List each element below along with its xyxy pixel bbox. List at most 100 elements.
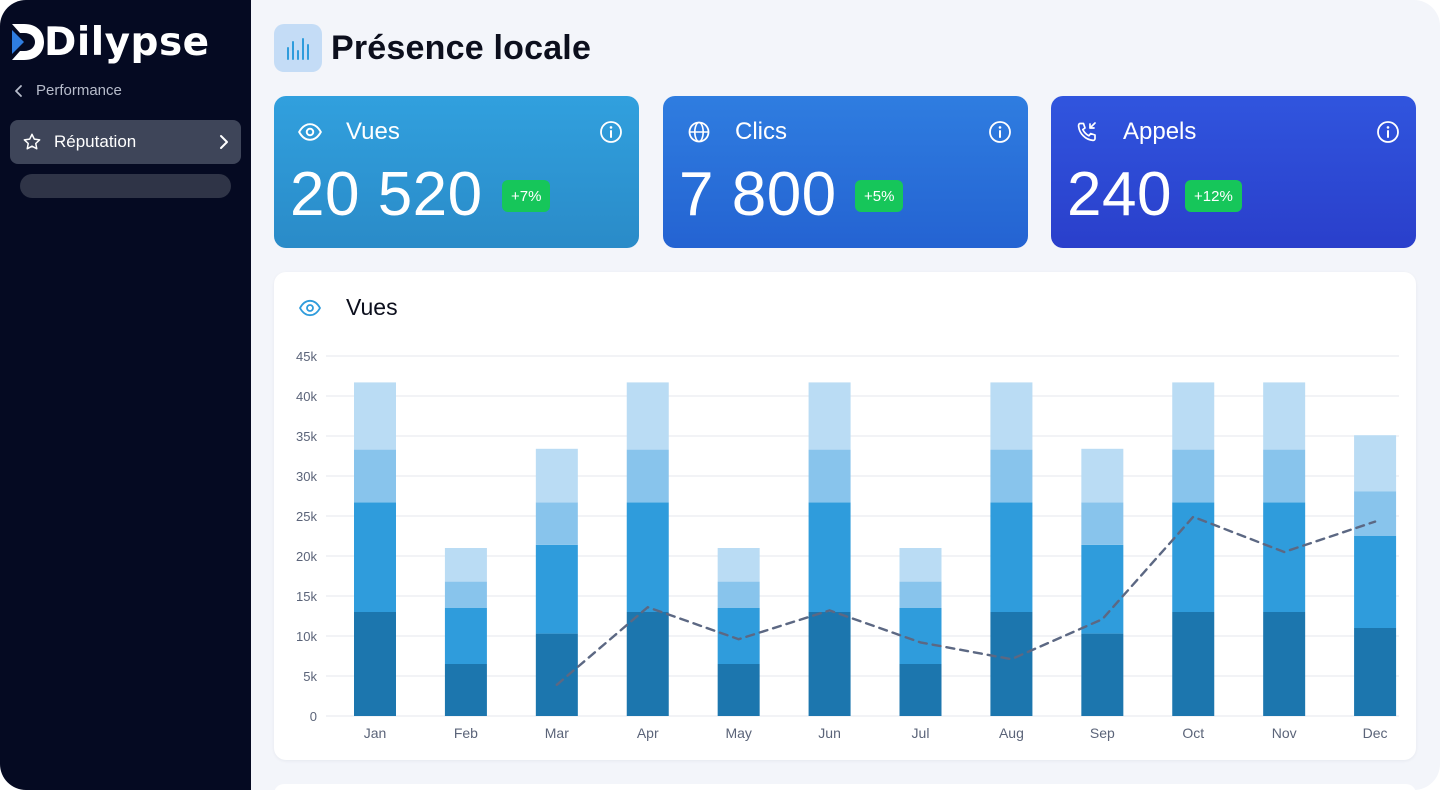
- trend-line: [555, 515, 1377, 686]
- back-link-performance[interactable]: Performance: [14, 82, 122, 99]
- bar-segment[interactable]: [717, 664, 760, 716]
- bar-segment[interactable]: [990, 502, 1033, 612]
- y-tick-label: 5k: [303, 669, 317, 684]
- page-title: Présence locale: [331, 28, 592, 67]
- bar-segment[interactable]: [808, 449, 851, 503]
- sidebar: Dilypse Performance Réputation: [0, 0, 251, 790]
- logo-text: Dilypse: [44, 19, 210, 65]
- x-tick-label: Feb: [454, 725, 478, 741]
- chevron-right-icon: [220, 135, 228, 149]
- bar-segment[interactable]: [354, 382, 396, 450]
- bar-segment[interactable]: [444, 664, 487, 716]
- bar-segment[interactable]: [717, 608, 760, 664]
- bar-segment[interactable]: [717, 548, 760, 582]
- info-icon[interactable]: [599, 120, 623, 144]
- bar-segment[interactable]: [626, 449, 669, 503]
- bar-segment[interactable]: [1172, 382, 1215, 450]
- bar-segment[interactable]: [808, 502, 851, 612]
- eye-icon: [298, 299, 322, 316]
- bar-segment[interactable]: [1081, 502, 1124, 545]
- x-tick-label: Jun: [818, 725, 841, 741]
- x-tick-label: Apr: [637, 725, 659, 741]
- stacked-bar-chart: 0 5k 10k 15k 20k 25k 30k 35k 40k 45k Jan Feb Mar Apr M…: [296, 349, 1399, 741]
- x-tick-label: Aug: [999, 725, 1024, 741]
- bar-segment[interactable]: [990, 382, 1033, 450]
- bar-segment[interactable]: [626, 502, 669, 612]
- change-badge: +12%: [1185, 180, 1242, 212]
- bar-segment[interactable]: [535, 544, 578, 634]
- eye-icon: [296, 118, 324, 146]
- bar-segment[interactable]: [717, 581, 760, 608]
- page-header: Présence locale: [274, 24, 591, 72]
- bar-segment[interactable]: [899, 548, 942, 582]
- info-icon[interactable]: [1376, 120, 1400, 144]
- bar-segment[interactable]: [1263, 612, 1306, 716]
- bar-segment[interactable]: [990, 612, 1033, 716]
- bar-segment[interactable]: [1172, 612, 1215, 716]
- bar-segment[interactable]: [626, 382, 669, 450]
- y-tick-label: 35k: [296, 429, 317, 444]
- bar-segment[interactable]: [899, 664, 942, 716]
- bar-segment[interactable]: [1354, 536, 1397, 628]
- bar-segment[interactable]: [1081, 544, 1124, 634]
- globe-icon: [685, 118, 713, 146]
- bar-segment[interactable]: [535, 502, 578, 545]
- bar-segment[interactable]: [1172, 502, 1215, 612]
- stat-label: Vues: [346, 118, 400, 145]
- stat-value: 20 520: [290, 160, 483, 229]
- y-tick-label: 30k: [296, 469, 317, 484]
- stat-card-vues[interactable]: Vues 20 520 +7%: [274, 96, 639, 248]
- sidebar-subitem-placeholder[interactable]: [20, 174, 231, 198]
- x-tick-label: Oct: [1182, 725, 1204, 741]
- bar-segment[interactable]: [1081, 633, 1124, 716]
- bar-segment[interactable]: [535, 633, 578, 716]
- bar-segment[interactable]: [1354, 491, 1397, 536]
- x-tick-label: May: [725, 725, 751, 741]
- change-badge: +5%: [855, 180, 904, 212]
- bar-segment[interactable]: [354, 502, 396, 612]
- bar-segment[interactable]: [808, 382, 851, 450]
- sidebar-item-reputation[interactable]: Réputation: [10, 120, 241, 164]
- back-link-label: Performance: [36, 82, 122, 99]
- bar-segment[interactable]: [1263, 382, 1306, 450]
- bar-segment[interactable]: [444, 548, 487, 582]
- bar-segment[interactable]: [899, 608, 942, 664]
- bar-segment[interactable]: [444, 608, 487, 664]
- bar-segment[interactable]: [1354, 435, 1397, 492]
- bar-segment[interactable]: [535, 448, 578, 503]
- change-badge: +7%: [502, 180, 551, 212]
- bar-segment[interactable]: [899, 581, 942, 608]
- phone-incoming-icon: [1073, 118, 1101, 146]
- star-icon: [23, 133, 41, 150]
- bar-segment[interactable]: [626, 612, 669, 716]
- x-tick-label: Jan: [364, 725, 387, 741]
- logo-mark-icon: [12, 24, 44, 60]
- x-tick-label: Dec: [1363, 725, 1388, 741]
- y-tick-label: 40k: [296, 389, 317, 404]
- bar-segment[interactable]: [1263, 449, 1306, 503]
- stat-card-appels[interactable]: Appels 240 +12%: [1051, 96, 1416, 248]
- bar-segment[interactable]: [1081, 448, 1124, 503]
- stat-label: Clics: [735, 118, 787, 145]
- bar-segment[interactable]: [444, 581, 487, 608]
- bar-segment[interactable]: [1354, 628, 1397, 716]
- bar-segment[interactable]: [354, 449, 396, 503]
- info-icon[interactable]: [988, 120, 1012, 144]
- bar-chart-icon: [274, 24, 322, 72]
- stat-label: Appels: [1123, 118, 1197, 145]
- x-tick-label: Sep: [1090, 725, 1115, 741]
- x-tick-label: Jul: [912, 725, 930, 741]
- y-tick-label: 15k: [296, 589, 317, 604]
- bar-segment[interactable]: [354, 612, 396, 716]
- bar-segment[interactable]: [808, 612, 851, 716]
- sidebar-item-label: Réputation: [54, 132, 137, 151]
- bar-segment[interactable]: [1172, 449, 1215, 503]
- logo[interactable]: Dilypse: [10, 18, 210, 66]
- bar-segment[interactable]: [1263, 502, 1306, 612]
- stat-card-clics[interactable]: Clics 7 800 +5%: [663, 96, 1028, 248]
- bar-segment[interactable]: [990, 449, 1033, 503]
- y-tick-label: 0: [310, 709, 317, 724]
- x-tick-label: Mar: [545, 725, 569, 741]
- y-tick-label: 20k: [296, 549, 317, 564]
